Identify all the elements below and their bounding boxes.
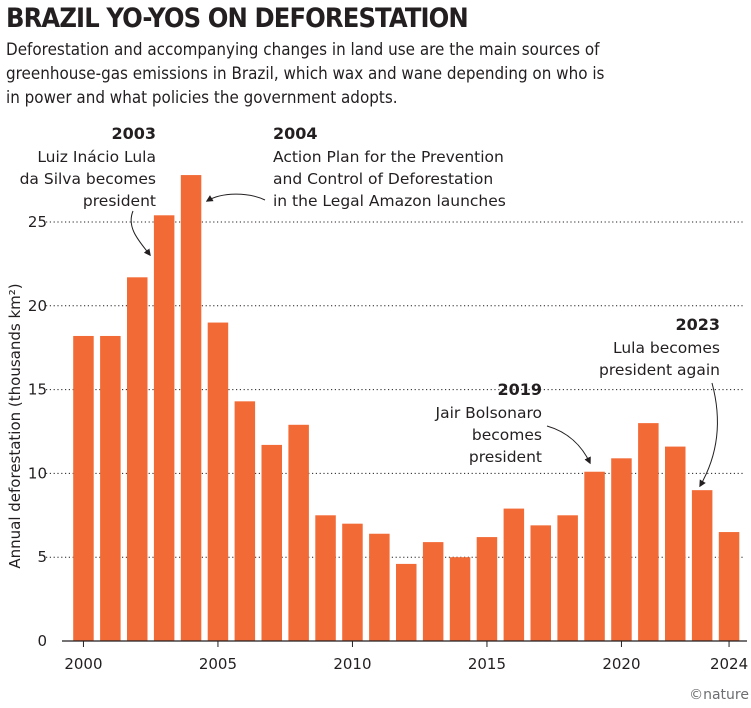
bar-2001 (100, 335, 121, 641)
x-tick-label: 2015 (468, 655, 506, 673)
bar-2022 (665, 446, 686, 641)
annotation-text-2019: Jair Bolsonaro (435, 404, 543, 422)
annotation-text-2019: becomes (472, 426, 542, 444)
bar-2011 (369, 533, 390, 641)
bar-2014 (449, 557, 471, 641)
bar-2024 (718, 532, 740, 641)
y-tick-label: 0 (37, 632, 47, 650)
axes: 0 5 10 15 20 25 2000 2005 2010 2015 2020 2024 (28, 213, 748, 673)
y-tick-label: 25 (28, 213, 47, 231)
bar-2010 (342, 523, 363, 641)
annotation-text-2023: Lula becomes (613, 339, 720, 357)
bar-2002 (127, 277, 148, 641)
bar-2016 (503, 508, 525, 641)
bars (73, 175, 740, 641)
annotations: 2003 Luiz Inácio Lula da Silva becomes pres… (20, 124, 720, 488)
bar-2018 (557, 515, 578, 641)
x-tick-label: 2000 (64, 655, 102, 673)
annotation-year-2004: 2004 (273, 124, 318, 143)
x-tick-label: 2005 (199, 655, 237, 673)
annotation-year-2003: 2003 (111, 124, 156, 143)
bar-2008 (288, 424, 309, 641)
bar-2017 (530, 525, 551, 641)
bar-2015 (476, 537, 498, 641)
bar-2000 (73, 335, 94, 641)
x-tick-label: 2020 (602, 655, 640, 673)
chart-title: BRAZIL YO-YOS ON DEFORESTATION (6, 3, 469, 34)
annotation-text-2003: Luiz Inácio Lula (37, 148, 156, 166)
bar-2021 (638, 423, 659, 641)
bar-2012 (396, 563, 417, 641)
x-tick-label: 2010 (333, 655, 371, 673)
annotation-text-2004: in the Legal Amazon launches (273, 192, 506, 210)
bar-2020 (611, 458, 632, 641)
annotation-text-2004: Action Plan for the Prevention (273, 148, 504, 166)
annotation-year-2019: 2019 (497, 380, 542, 399)
bar-2004 (180, 175, 202, 641)
annotation-text-2023: president again (599, 361, 720, 379)
nature-credit: ©nature (689, 687, 749, 703)
annotation-text-2019: president (469, 448, 542, 466)
bar-2005 (207, 322, 229, 641)
bar-2013 (422, 542, 444, 641)
annotation-text-2003: da Silva becomes (20, 170, 156, 188)
arrow-2023 (699, 382, 718, 488)
bar-2003 (153, 215, 175, 641)
x-tick-label: 2024 (710, 655, 748, 673)
arrow-2004 (205, 193, 266, 202)
annotation-year-2023: 2023 (675, 315, 720, 334)
y-tick-label: 20 (28, 297, 47, 315)
arrow-2003 (130, 210, 151, 257)
bar-2007 (261, 444, 282, 641)
y-tick-label: 5 (37, 548, 47, 566)
bar-2019 (584, 471, 605, 641)
annotation-text-2004: and Control of Deforestation (273, 170, 493, 188)
y-axis-label: Annual deforestation (thousands km²) (6, 283, 24, 568)
bar-2009 (315, 515, 336, 641)
arrow-2019 (546, 425, 591, 465)
bar-2006 (234, 401, 256, 641)
y-tick-label: 10 (28, 464, 47, 482)
y-tick-label: 15 (28, 381, 47, 399)
annotation-text-2003: president (83, 192, 156, 210)
chart-subtitle: Deforestation and accompanying changes i… (6, 40, 605, 107)
bar-2023 (691, 490, 713, 641)
